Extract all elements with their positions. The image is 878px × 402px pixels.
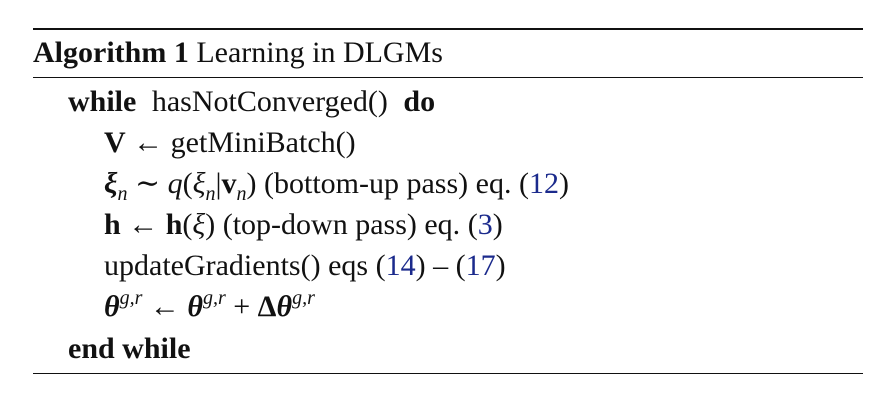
end-while-line: end while (68, 329, 191, 369)
bottom-rule (33, 373, 863, 374)
algorithm-caption: Algorithm 1 Learning in DLGMs (33, 31, 443, 75)
eq-ref-17[interactable]: 17 (465, 249, 496, 282)
caption-rule (33, 77, 863, 78)
eq-ref-14[interactable]: 14 (385, 249, 416, 282)
while-condition: hasNotConverged() (151, 85, 388, 118)
batch-variable: V (104, 126, 126, 159)
top-rule (33, 28, 863, 30)
top-down-line: h ← h(ξ) (top-down pass) eq. (3) (104, 208, 503, 241)
while-keyword: while (68, 85, 137, 118)
minibatch-call: getMiniBatch() (170, 126, 356, 159)
xi-symbol: ξ (104, 167, 118, 200)
theta-update-line: θg,r ← θg,r + Δθg,r (104, 287, 315, 323)
assign-arrow: ← (133, 126, 164, 159)
bottom-up-text: (bottom-up pass) eq. (264, 167, 512, 200)
eq-ref-12[interactable]: 12 (528, 167, 559, 200)
algorithm-title: Learning in DLGMs (196, 36, 443, 69)
update-gradients-text: updateGradients() eqs (104, 249, 369, 282)
bottom-up-line: ξn ∼ q(ξn|vn) (bottom-up pass) eq. (12) (104, 167, 569, 205)
end-while-keyword: end while (68, 332, 191, 365)
minibatch-line: V ← getMiniBatch() (104, 123, 356, 163)
update-gradients-line: updateGradients() eqs (14) – (17) (104, 249, 506, 282)
do-keyword: do (403, 85, 436, 118)
algorithm-label: Algorithm 1 (33, 36, 189, 69)
top-down-text: (top-down pass) eq. (222, 208, 461, 241)
eq-ref-3[interactable]: 3 (477, 208, 493, 241)
while-line: while hasNotConverged() do (68, 82, 435, 122)
